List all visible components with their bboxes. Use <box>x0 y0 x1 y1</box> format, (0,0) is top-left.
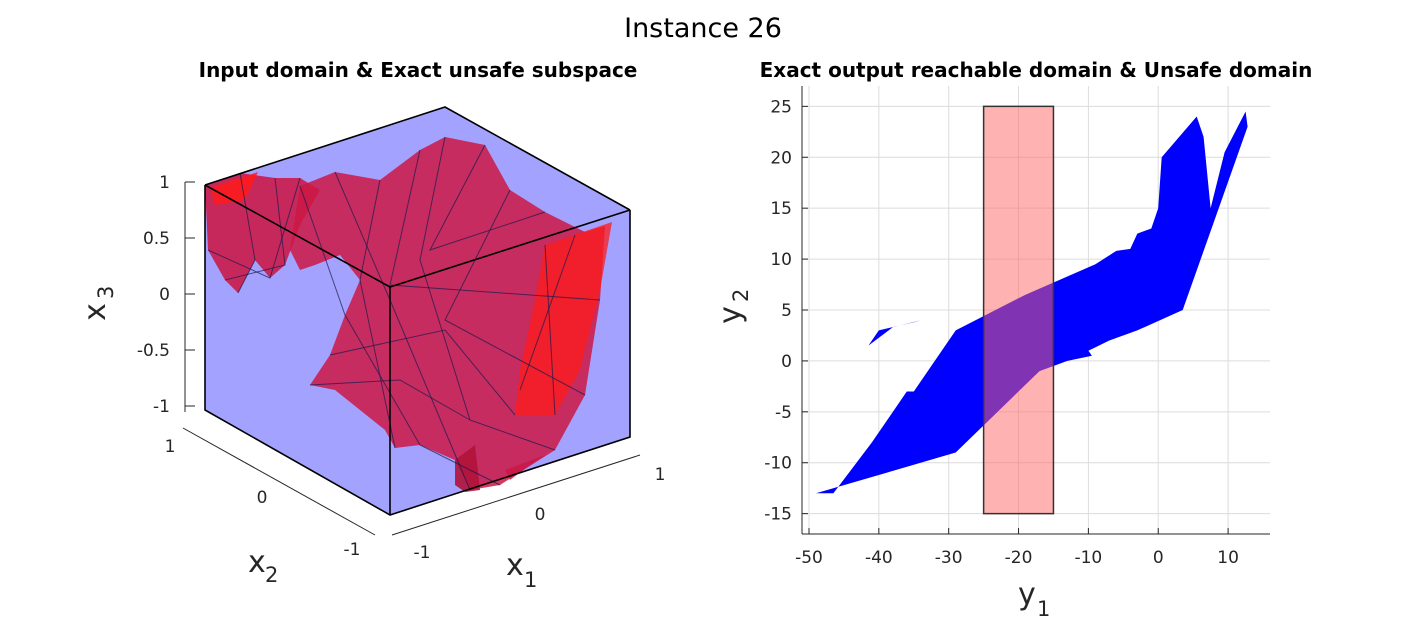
x-tick-label: 10 <box>1217 548 1239 568</box>
y2-axis-label: y 2 <box>713 289 753 324</box>
svg-text:x: x <box>248 545 266 580</box>
x-tick-label: -30 <box>935 548 963 568</box>
reachable-set-notch <box>868 320 921 346</box>
unsafe-facet-edges <box>207 136 601 491</box>
svg-text:y: y <box>1018 577 1036 612</box>
left-panel: Input domain & Exact unsafe subspace <box>78 58 665 592</box>
unsafe-right-sliver <box>515 222 612 415</box>
left-panel-title: Input domain & Exact unsafe subspace <box>199 58 638 82</box>
unsafe-domain-rect <box>982 105 1055 515</box>
y-tick-label: 0 <box>781 352 792 372</box>
y-tick-label: -10 <box>764 454 792 474</box>
svg-text:3: 3 <box>94 286 118 299</box>
svg-text:2: 2 <box>265 563 278 587</box>
unsafe-subspace <box>205 136 612 492</box>
svg-text:1: 1 <box>1037 597 1050 621</box>
x2-axis-label: x 2 <box>248 545 278 587</box>
y-tick-label: 5 <box>781 301 792 321</box>
y-tick-label: 10 <box>770 250 792 270</box>
x2-tick-0: 0 <box>257 488 268 508</box>
x-tick-label: -10 <box>1074 548 1102 568</box>
unsafe-bottom-right <box>505 445 560 480</box>
x3-tick-1: 1 <box>159 173 170 193</box>
x3-tick-neg0.5: -0.5 <box>137 341 170 361</box>
svg-text:y: y <box>713 306 748 324</box>
right-panel-title: Exact output reachable domain & Unsafe d… <box>760 58 1313 82</box>
x-tick-label: -20 <box>1005 548 1033 568</box>
x1-tick-0: 0 <box>535 505 546 525</box>
right-panel: Exact output reachable domain & Unsafe d… <box>713 58 1312 621</box>
x-tick-label: -50 <box>795 548 823 568</box>
y-tick-label: 20 <box>770 148 792 168</box>
x3-tick-0: 0 <box>159 285 170 305</box>
box-edges <box>204 106 631 516</box>
x3-tick-0.5: 0.5 <box>143 229 170 249</box>
svg-text:x: x <box>78 303 113 321</box>
y-tick-label: -5 <box>775 403 792 423</box>
x1-tick-1: 1 <box>655 465 666 485</box>
y-tick-label: -15 <box>764 505 792 525</box>
unsafe-left-lobe <box>205 173 320 293</box>
x-tick-label: -40 <box>865 548 893 568</box>
data-layer <box>816 105 1248 515</box>
unsafe-bright-strip <box>210 172 258 205</box>
y1-axis-label: y 1 <box>1018 577 1050 621</box>
x3-axis-label: x 3 <box>78 286 118 321</box>
y-tick-label: 15 <box>770 199 792 219</box>
svg-text:2: 2 <box>729 289 753 302</box>
y-tick-label: 25 <box>770 97 792 117</box>
x3-tick-neg1: -1 <box>153 397 170 417</box>
figure-title: Instance 26 <box>624 13 782 44</box>
x2-tick-neg1: -1 <box>344 540 361 560</box>
x1-tick-neg1: -1 <box>414 543 431 563</box>
svg-text:x: x <box>506 548 524 583</box>
left-axes <box>182 182 641 536</box>
x-tick-label: 0 <box>1153 548 1164 568</box>
x1-axis-label: x 1 <box>506 548 537 592</box>
svg-text:1: 1 <box>524 568 537 592</box>
x2-tick-1: 1 <box>165 437 176 457</box>
